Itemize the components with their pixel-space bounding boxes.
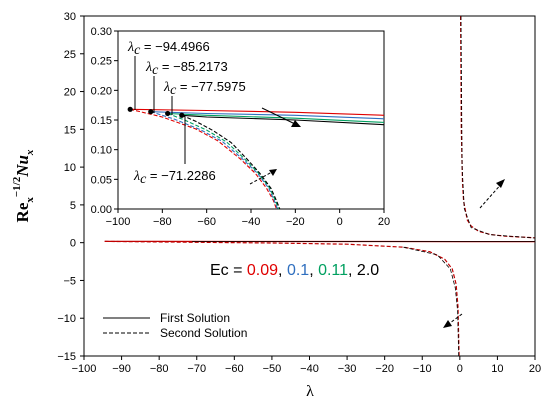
inset-y-tick-label: 0.05	[91, 174, 112, 186]
inset-points	[127, 106, 185, 118]
y-tick-label: 20	[64, 87, 76, 99]
inset-first-solution-2	[167, 112, 385, 123]
critical-point-0	[127, 106, 133, 112]
x-tick-label: −30	[338, 363, 357, 375]
y-axis-label: Rex−1/2Nux	[11, 149, 36, 222]
inset-arrow-second	[249, 171, 273, 185]
x-tick-label: −60	[225, 363, 244, 375]
inset-y-tick-label: 0.10	[91, 145, 112, 157]
inset-y-tick-label: 0.30	[91, 26, 112, 38]
ec-sep-0: ,	[278, 262, 287, 279]
arrow-lower-left-head	[443, 320, 452, 328]
lambda-label-1: λc = −85.2173	[145, 59, 228, 78]
y-tick-label: 15	[64, 124, 76, 136]
inset: −100 −80 −60 −40 −20 0 20 0.00 0.05 0.10 0.15 0.20 0…	[86, 18, 390, 230]
inset-x-tick-label: −100	[106, 216, 131, 228]
inset-y-tick-label: 0.00	[91, 204, 112, 216]
inset-first-solution-0	[130, 108, 385, 116]
series-line-2	[104, 240, 460, 357]
critical-point-3	[179, 112, 185, 118]
y-tick-label: 0	[70, 238, 76, 250]
x-tick-label: 0	[457, 363, 463, 375]
y-tick-label: 10	[64, 162, 76, 174]
inset-ticks: −100 −80 −60 −40 −20 0 20 0.00 0.05 0.10 0.15 0.20 0…	[91, 26, 391, 228]
y-tick-label: −10	[57, 313, 76, 325]
inset-arrow-first-head	[291, 120, 301, 127]
inset-second-solution-0	[130, 108, 278, 210]
inset-y-tick-label: 0.20	[91, 85, 112, 97]
x-tick-label: −50	[263, 363, 282, 375]
x-tick-label: −100	[72, 363, 97, 375]
inset-x-tick-label: −20	[286, 216, 305, 228]
ec-sep-1: ,	[309, 262, 318, 279]
main-ticks: −100 −90 −80 −70 −60 −50 −40 −30 −20 −10 0 10 20−15−…	[57, 11, 541, 375]
x-tick-label: −20	[375, 363, 394, 375]
inset-first-solution-1	[150, 111, 385, 120]
y-tick-label: 25	[64, 49, 76, 61]
arrow-upper-right-head	[496, 179, 505, 188]
main-lines	[104, 15, 536, 357]
inset-lines	[130, 108, 385, 210]
legend: First Solution Second Solution	[103, 311, 247, 340]
inset-arrow-second-head	[269, 169, 277, 176]
x-tick-label: 20	[529, 363, 541, 375]
y-tick-label: 5	[70, 200, 76, 212]
x-axis-label: λ	[306, 383, 314, 400]
inset-x-tick-label: 20	[378, 216, 390, 228]
x-tick-label: −10	[413, 363, 432, 375]
inset-second-solution-3	[181, 114, 281, 210]
legend-second-solution: Second Solution	[160, 326, 247, 340]
critical-point-2	[165, 110, 171, 117]
ec-annotation: Ec = 0.09, 0.1, 0.11, 2.0	[210, 262, 379, 279]
series-line-black-second-upper	[460, 15, 536, 239]
y-tick-label: −15	[57, 351, 76, 363]
x-tick-label: −70	[187, 363, 206, 375]
inset-x-tick-label: −60	[197, 216, 216, 228]
ec-value-2: 0.11	[318, 262, 348, 279]
ec-value-3: 2.0	[357, 262, 379, 279]
inset-arrow-first	[261, 107, 296, 125]
x-tick-label: −40	[300, 363, 319, 375]
inset-x-tick-label: 0	[337, 216, 343, 228]
inset-second-solution-1	[150, 111, 279, 210]
x-tick-label: −90	[112, 363, 131, 375]
inset-y-tick-label: 0.15	[91, 115, 112, 127]
ec-value-1: 0.1	[287, 262, 309, 279]
inset-background	[86, 18, 386, 230]
inset-second-solution-2	[167, 112, 280, 210]
arrow-upper-right	[479, 181, 504, 209]
ec-prefix: Ec =	[210, 262, 247, 279]
inset-x-tick-label: −40	[242, 216, 261, 228]
critical-point-1	[148, 109, 154, 115]
inset-first-solution-3	[181, 114, 385, 126]
y-tick-label: 30	[64, 11, 76, 23]
inset-y-tick-label: 0.25	[91, 56, 112, 68]
series-line-black-second-lower	[403, 246, 460, 357]
y-tick-label: −5	[63, 275, 76, 287]
main-arrows	[443, 179, 505, 328]
inset-x-tick-label: −80	[153, 216, 172, 228]
lambda-label-2: λc = −77.5975	[163, 79, 246, 98]
x-tick-label: 10	[491, 363, 503, 375]
ec-sep-2: ,	[348, 262, 357, 279]
legend-first-solution: First Solution	[160, 311, 230, 325]
series-line-1	[460, 15, 536, 239]
y-axis-label-text: Rex−1/2Nux	[11, 149, 36, 222]
lambda-label-0: λc = −94.4966	[127, 39, 210, 58]
x-tick-label: −80	[150, 363, 169, 375]
lambda-label-3: λc = −71.2286	[133, 168, 216, 187]
ec-value-0: 0.09	[247, 262, 278, 279]
